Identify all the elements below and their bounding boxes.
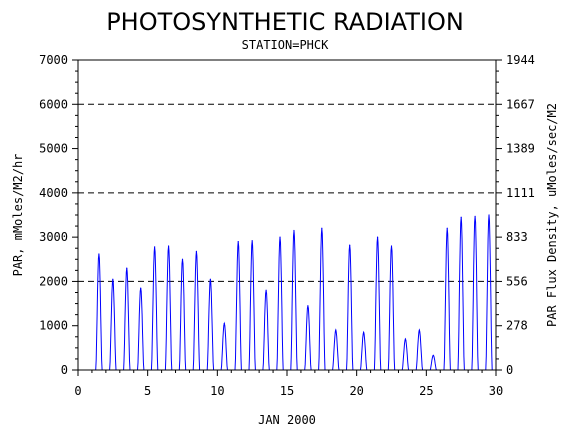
- y2-tick-label: 833: [506, 230, 528, 244]
- y-tick-label: 4000: [39, 186, 68, 200]
- data-point-day-6.5: [167, 245, 170, 247]
- data-point-day-25.5: [432, 354, 434, 356]
- data-point-day-21.5: [376, 236, 379, 238]
- data-point-day-19.5: [349, 244, 351, 246]
- y-tick-label: 5000: [39, 142, 68, 156]
- data-point-day-22.5: [390, 245, 393, 247]
- y2-tick-label: 1944: [506, 53, 535, 67]
- y-tick-label: 6000: [39, 97, 68, 111]
- y2-tick-label: 556: [506, 274, 528, 288]
- data-point-day-8.5: [195, 250, 198, 252]
- data-point-day-1.5: [98, 253, 100, 255]
- y-axis-label: PAR, mMoles/M2/hr: [11, 154, 25, 277]
- y-tick-label: 1000: [39, 319, 68, 333]
- data-point-day-11.5: [237, 240, 239, 243]
- series-group: [91, 214, 497, 371]
- y-axis-left: 0 1000 2000 3000 4000 5000 6000 7000: [39, 53, 78, 377]
- data-point-day-26.5: [446, 227, 448, 229]
- data-point-day-2.5: [112, 278, 114, 280]
- data-point-day-4.5: [140, 287, 142, 289]
- data-point-day-20.5: [363, 331, 365, 333]
- data-point-day-18.5: [335, 329, 337, 331]
- y2-tick-label: 1667: [506, 97, 535, 111]
- data-point-day-10.5: [223, 322, 225, 325]
- x-tick-label: 20: [349, 384, 363, 398]
- y-tick-label: 2000: [39, 274, 68, 288]
- y2-axis-label: PAR Flux Density, uMoles/sec/M2: [545, 103, 559, 327]
- y-tick-label: 0: [61, 363, 68, 377]
- data-point-day-16.5: [307, 305, 309, 307]
- y-tick-label: 3000: [39, 230, 68, 244]
- par-series-line: [91, 214, 497, 371]
- x-tick-label: 15: [280, 384, 294, 398]
- plot-frame: [77, 59, 497, 371]
- x-axis-label: JAN 2000: [258, 413, 316, 427]
- x-axis: 0 5 10 15 20 25 30: [74, 370, 503, 398]
- data-point-day-12.5: [251, 240, 253, 242]
- y2-tick-label: 1111: [506, 186, 535, 200]
- y2-tick-label: 278: [506, 319, 528, 333]
- data-point-day-17.5: [321, 227, 323, 229]
- chart-title: PHOTOSYNTHETIC RADIATION: [106, 8, 464, 36]
- y2-tick-label: 0: [506, 363, 513, 377]
- data-point-day-13.5: [265, 289, 267, 291]
- chart-subtitle: STATION=PHCK: [242, 38, 329, 52]
- x-tick-label: 25: [419, 384, 433, 398]
- x-tick-label: 10: [210, 384, 224, 398]
- data-point-day-9.5: [209, 278, 211, 280]
- data-point-day-15.5: [293, 229, 295, 232]
- data-point-day-14.5: [279, 236, 281, 238]
- x-tick-label: 30: [489, 384, 503, 398]
- data-point-day-7.5: [181, 258, 184, 260]
- data-point-day-23.5: [404, 338, 407, 340]
- data-point-day-5.5: [154, 246, 156, 248]
- data-point-day-28.5: [474, 215, 476, 217]
- y2-tick-label: 1389: [506, 142, 535, 156]
- x-tick-label: 5: [144, 384, 151, 398]
- x-tick-label: 0: [74, 384, 81, 398]
- data-point-day-24.5: [418, 329, 420, 331]
- data-point-day-29.5: [488, 214, 490, 216]
- y-tick-label: 7000: [39, 53, 68, 67]
- data-point-day-3.5: [126, 267, 128, 269]
- y-axis-right: 0 278 556 833 1111 1389 1667 1944: [496, 53, 535, 377]
- data-point-day-27.5: [460, 216, 462, 218]
- grid-lines: [78, 103, 496, 282]
